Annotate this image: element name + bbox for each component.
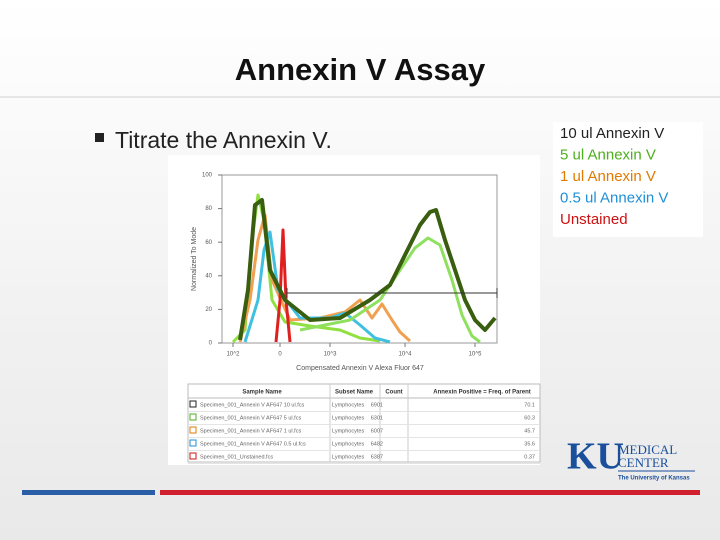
table-cell: 6901	[371, 402, 383, 408]
table-cell: 0.37	[524, 454, 535, 460]
logo-text: MEDICAL	[618, 442, 677, 457]
legend-entry: 1 ul Annexin V	[560, 168, 656, 185]
table-cell: Specimen_001_Unstained.fcs	[200, 454, 273, 460]
histogram-curves	[231, 193, 497, 344]
table-cell: Specimen_001_Annexin V AF647 5 ul.fcs	[200, 415, 301, 421]
curve-05ul	[243, 230, 391, 344]
y-tick-label: 100	[202, 173, 213, 179]
row-swatch	[189, 452, 197, 460]
y-axis-label: Normalized To Mode	[191, 227, 198, 291]
table-cell: Specimen_001_Annexin V AF647 10 ul.fcs	[200, 402, 305, 408]
x-tick-label: 10^5	[469, 352, 482, 358]
slide-title: Annexin V Assay	[235, 52, 486, 87]
plot-frame	[221, 174, 498, 344]
y-tick-label: 40	[205, 273, 212, 279]
legend-entry: 10 ul Annexin V	[560, 125, 664, 142]
table-cell: 6007	[371, 428, 383, 434]
curve-10ul	[238, 198, 497, 341]
logo-mark: KU	[567, 436, 624, 478]
legend-entry: 5 ul Annexin V	[560, 146, 656, 163]
table-cell: Lymphocytes	[332, 428, 364, 434]
table-header: Subset Name	[335, 390, 374, 396]
legend-box	[553, 122, 703, 237]
logo-text: The University of Kansas	[618, 476, 690, 482]
y-tick-label: 0	[209, 341, 213, 347]
table-cell: 6301	[371, 415, 383, 421]
bullet-mark	[95, 133, 104, 142]
table-cell: Lymphocytes	[332, 441, 364, 447]
legend-entry: Unstained	[560, 211, 628, 228]
logo-text: CENTER	[618, 455, 669, 470]
bullet-text: Titrate the Annexin V.	[115, 127, 332, 153]
x-tick-label: 10^2	[227, 352, 240, 358]
curve-unstained	[274, 228, 292, 343]
row-swatch	[189, 439, 197, 447]
row-swatch	[189, 426, 197, 434]
table-cell: Lymphocytes	[332, 402, 364, 408]
row-swatch	[189, 400, 197, 408]
table-cell: 60.3	[524, 415, 535, 421]
row-swatch	[189, 413, 197, 421]
table-cell: 35.6	[524, 441, 535, 447]
table-header: Annexin Positive = Freq. of Parent	[433, 390, 531, 396]
table-cell: Specimen_001_Annexin V AF647 0.5 ul.fcs	[200, 441, 306, 447]
y-tick-label: 20	[205, 307, 212, 313]
x-tick-label: 10^3	[324, 352, 337, 358]
table-cell: Lymphocytes	[332, 415, 364, 421]
footer-bar	[160, 490, 700, 495]
x-tick-label: 0	[278, 352, 282, 358]
footer-bar	[22, 490, 155, 495]
table-cell: 6387	[371, 454, 383, 460]
table-cell: 45.7	[524, 428, 535, 434]
table-cell: Lymphocytes	[332, 454, 364, 460]
x-tick-label: 10^4	[399, 352, 412, 358]
table-cell: Specimen_001_Annexin V AF647 1 ul.fcs	[200, 428, 301, 434]
table-cell: 6482	[371, 441, 383, 447]
stats-table	[187, 383, 541, 463]
table-cell: 70.1	[524, 402, 535, 408]
table-header: Count	[385, 390, 402, 396]
curve-1ul	[238, 213, 412, 343]
y-tick-label: 80	[205, 206, 212, 212]
table-header: Sample Name	[242, 390, 282, 396]
y-tick-label: 60	[205, 240, 212, 246]
legend-entry: 0.5 ul Annexin V	[560, 189, 668, 206]
x-axis-label: Compensated Annexin V Alexa Fluor 647	[296, 365, 424, 372]
curve-5ul-peak	[299, 236, 481, 344]
